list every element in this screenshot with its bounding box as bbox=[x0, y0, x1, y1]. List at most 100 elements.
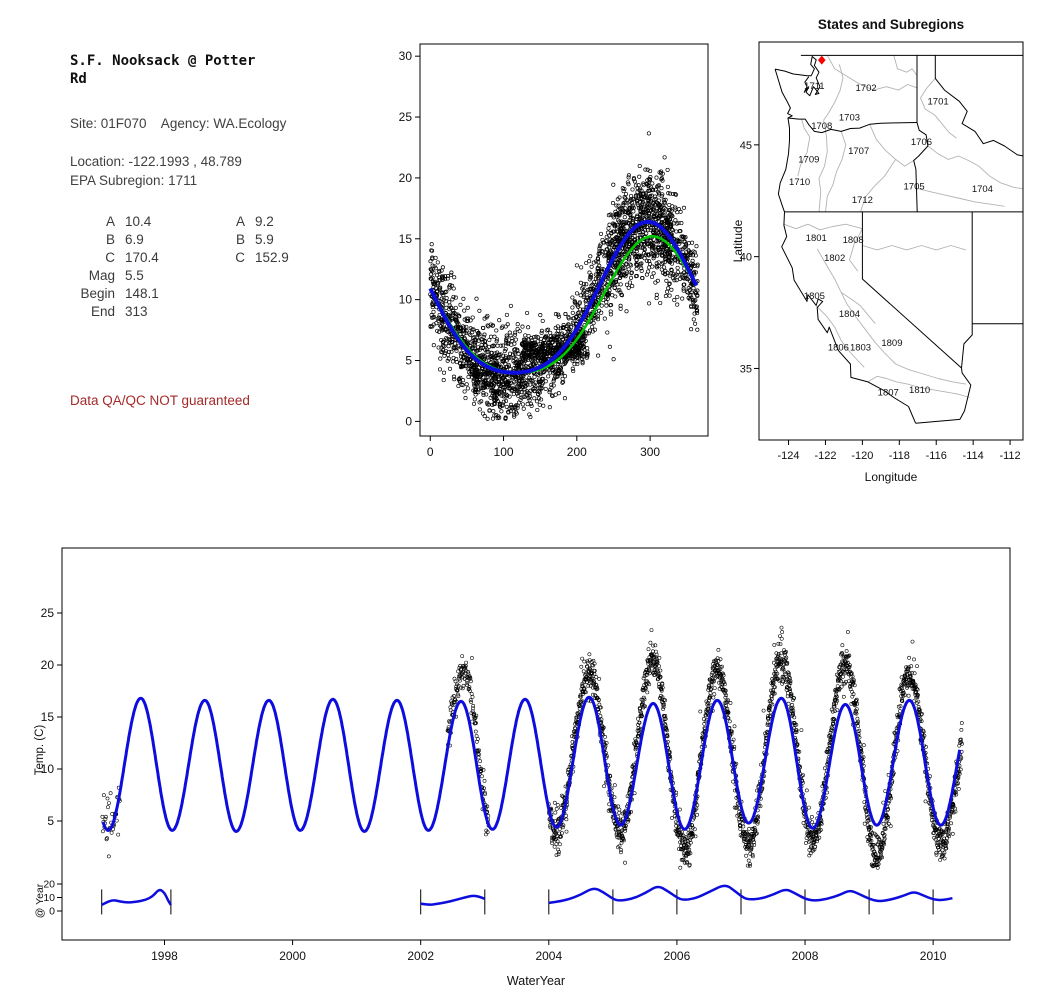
subpanel-tick-label: 10 bbox=[43, 892, 55, 904]
state-border bbox=[961, 211, 973, 369]
plot-frame bbox=[419, 43, 709, 437]
temp-tick-label: 20 bbox=[41, 658, 55, 672]
y-tick-label: 25 bbox=[399, 110, 413, 124]
site-title-line1: S.F. Nooksack @ Potter bbox=[70, 53, 256, 69]
y-tick-label: 30 bbox=[399, 49, 413, 63]
region-label-1712: 1712 bbox=[852, 195, 873, 206]
site-info-panel: S.F. Nooksack @ Potter Rd Site: 01F070 A… bbox=[70, 52, 370, 408]
param-label bbox=[213, 268, 255, 283]
longitude-axis-label: Longitude bbox=[865, 470, 918, 484]
wateryear-tick-label: 2000 bbox=[279, 949, 306, 963]
region-label-1710: 1710 bbox=[789, 177, 810, 188]
param-label: C bbox=[235, 249, 245, 265]
state-border bbox=[861, 211, 962, 369]
latitude-tick-label: 40 bbox=[740, 252, 752, 264]
param-value: 313 bbox=[125, 303, 148, 319]
param-value bbox=[255, 268, 335, 283]
subregion-border bbox=[815, 305, 865, 368]
state-border bbox=[803, 56, 821, 97]
subregion-border bbox=[920, 78, 957, 139]
wateryear-tick-label: 2004 bbox=[535, 949, 562, 963]
latitude-axis-label: Latitude bbox=[733, 219, 745, 262]
param-value: 10.4 bbox=[125, 213, 152, 229]
longitude-tick-label: -118 bbox=[889, 450, 910, 462]
location-line: Location: -122.1993 , 48.789 bbox=[70, 153, 242, 169]
region-label-1706: 1706 bbox=[911, 137, 932, 148]
map-title: States and Subregions bbox=[818, 17, 964, 32]
region-label-1810: 1810 bbox=[909, 385, 930, 396]
param-value: 5.5 bbox=[125, 267, 144, 283]
x-tick-label: 100 bbox=[494, 445, 514, 459]
subregion-border bbox=[927, 145, 1023, 190]
site-location-marker bbox=[817, 55, 826, 65]
param-label: Begin bbox=[80, 285, 115, 301]
map-frame bbox=[758, 41, 1024, 441]
region-label-1806: 1806 bbox=[828, 343, 849, 354]
region-label-1707: 1707 bbox=[848, 146, 869, 157]
param-label: Mag bbox=[88, 267, 115, 283]
wateryear-tick-label: 2010 bbox=[920, 949, 947, 963]
param-label: A bbox=[235, 213, 245, 229]
wateryear-tick-label: 2008 bbox=[792, 949, 819, 963]
region-label-1708: 1708 bbox=[811, 121, 832, 132]
state-border bbox=[913, 122, 929, 212]
param-label bbox=[213, 304, 255, 319]
subregion-border bbox=[816, 248, 966, 385]
subregion-border bbox=[826, 55, 918, 91]
region-label-1808: 1808 bbox=[843, 235, 864, 246]
subregion-border bbox=[862, 245, 966, 251]
wateryear-tick-label: 1998 bbox=[151, 949, 178, 963]
state-border bbox=[774, 68, 812, 77]
param-label: A bbox=[105, 213, 115, 229]
region-label-1807: 1807 bbox=[878, 387, 899, 398]
site-agency-line: Site: 01F070 Agency: WA.Ecology bbox=[70, 115, 287, 131]
fit-parameters-table: A 10.4 A 9.2 B 6.9 B 5.9 C 170.4 C 152.9 Mag 5.5 B… bbox=[70, 214, 370, 319]
subregion-border bbox=[867, 375, 970, 398]
subregion-border bbox=[825, 131, 847, 212]
region-label-1805: 1805 bbox=[804, 291, 825, 302]
state-border bbox=[787, 117, 918, 134]
subregion-border bbox=[818, 120, 828, 212]
wateryear-tick-label: 2002 bbox=[407, 949, 434, 963]
plot-frame bbox=[61, 547, 1011, 941]
amplitude-by-year-curve bbox=[420, 894, 486, 906]
x-tick-label: 300 bbox=[640, 445, 660, 459]
longitude-tick-label: -114 bbox=[963, 450, 984, 462]
y-tick-label: 15 bbox=[399, 232, 413, 246]
param-value: 170.4 bbox=[125, 249, 159, 265]
daily-temperature-points bbox=[428, 131, 700, 421]
latitude-tick-label: 45 bbox=[740, 140, 752, 152]
subpanel-tick-label: 20 bbox=[43, 879, 55, 891]
map-area: 1711 1702 1701 1703 1708 1707 1706 1709 1710 1705… bbox=[774, 54, 1023, 424]
longitude-tick-label: -116 bbox=[926, 450, 947, 462]
region-label-1702: 1702 bbox=[856, 83, 877, 94]
longitude-tick-label: -122 bbox=[814, 450, 836, 462]
seasonal-scatter-plot: 0 100 200 300 0 5 10 15 20 25 30 bbox=[399, 43, 709, 459]
region-label-1711: 1711 bbox=[804, 81, 824, 92]
y-tick-label: 5 bbox=[405, 354, 412, 368]
subregion-border bbox=[869, 124, 914, 167]
latitude-tick-label: 35 bbox=[740, 363, 752, 375]
param-label bbox=[213, 286, 255, 301]
subregion-border bbox=[840, 292, 876, 324]
temp-tick-label: 10 bbox=[41, 762, 55, 776]
qaqc-warning-text: Data QA/QC NOT guaranteed bbox=[70, 392, 250, 408]
state-border bbox=[934, 55, 1023, 157]
region-label-1804: 1804 bbox=[839, 309, 860, 320]
amplitude-by-year-curve bbox=[101, 888, 172, 907]
temp-axis-label: Temp. (C) bbox=[34, 725, 46, 776]
y-tick-label: 10 bbox=[399, 293, 413, 307]
subregion-border bbox=[860, 159, 896, 213]
region-label-1705: 1705 bbox=[904, 182, 925, 193]
epa-subregion-line: EPA Subregion: 1711 bbox=[70, 172, 198, 188]
longitude-tick-label: -124 bbox=[778, 450, 800, 462]
param-value bbox=[255, 304, 335, 319]
subpanel-axis-label: @ Year bbox=[34, 883, 46, 918]
temp-tick-label: 25 bbox=[41, 606, 55, 620]
param-value: 6.9 bbox=[125, 231, 144, 247]
region-label-1703: 1703 bbox=[839, 112, 860, 123]
param-value: 9.2 bbox=[255, 213, 274, 229]
state-border bbox=[915, 418, 960, 424]
temp-tick-label: 5 bbox=[47, 814, 54, 828]
